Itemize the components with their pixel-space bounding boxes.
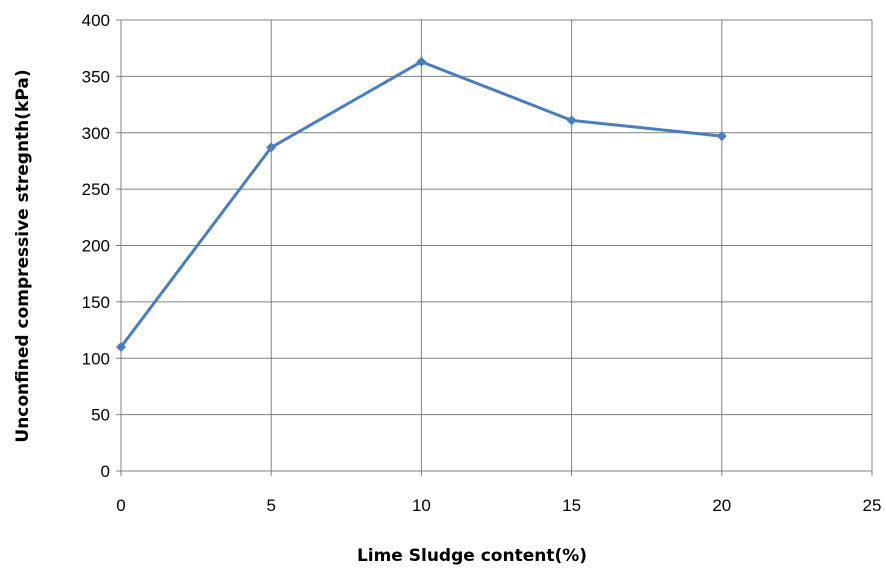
axes bbox=[116, 19, 873, 476]
x-tick-label: 0 bbox=[116, 496, 125, 515]
data-point-marker bbox=[566, 115, 577, 126]
y-tick-label: 50 bbox=[91, 406, 110, 425]
y-axis-title: Unconfined compressive stregnth(kPa) bbox=[13, 69, 33, 442]
y-tick-label: 200 bbox=[82, 237, 110, 256]
y-tick-label: 400 bbox=[82, 11, 110, 30]
data-point-marker bbox=[266, 142, 277, 153]
x-tick-label: 20 bbox=[712, 496, 731, 515]
x-tick-labels: 0 5 10 15 20 25 bbox=[116, 496, 881, 515]
grid bbox=[120, 19, 873, 472]
y-tick-label: 0 bbox=[101, 462, 110, 481]
x-tick-label: 5 bbox=[266, 496, 275, 515]
data-point-marker bbox=[716, 131, 727, 142]
y-tick-label: 300 bbox=[82, 124, 110, 143]
x-tick-label: 10 bbox=[412, 496, 431, 515]
series-layer bbox=[116, 56, 727, 352]
data-point-marker bbox=[116, 341, 126, 352]
x-tick-label: 25 bbox=[863, 496, 882, 515]
x-tick-label: 15 bbox=[562, 496, 581, 515]
y-tick-label: 150 bbox=[82, 293, 110, 312]
y-tick-label: 250 bbox=[82, 180, 110, 199]
data-point-marker bbox=[416, 56, 427, 67]
x-axis-title: Lime Sludge content(%) bbox=[357, 546, 587, 566]
y-tick-labels: 0 50 100 150 200 250 300 350 400 bbox=[82, 11, 110, 481]
y-tick-label: 350 bbox=[82, 67, 110, 86]
y-tick-label: 100 bbox=[82, 349, 110, 368]
